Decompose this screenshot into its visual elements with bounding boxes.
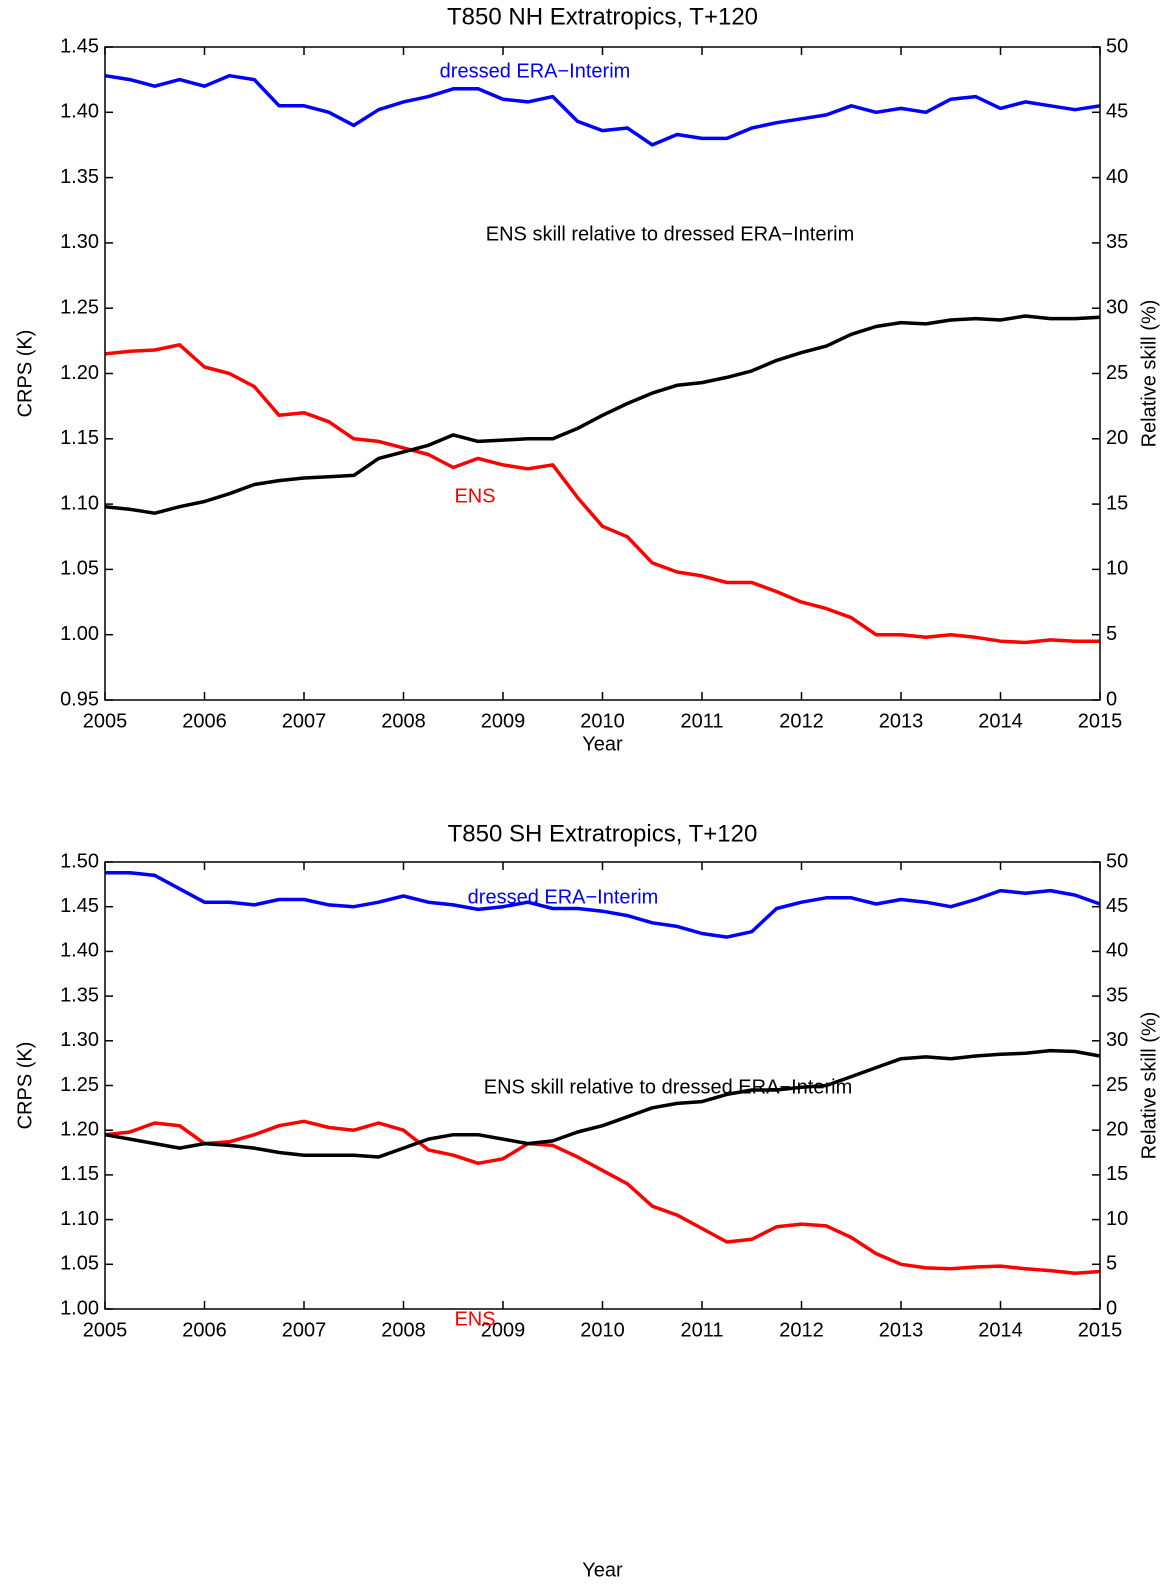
y2-axis-label: Relative skill (%)	[1138, 1012, 1160, 1160]
y2-tick-label: 5	[1106, 1253, 1117, 1275]
x-tick-label: 2011	[680, 710, 723, 732]
x-tick-label: 2010	[580, 710, 625, 732]
y2-tick-label: 10	[1106, 1208, 1128, 1230]
y-tick-label: 1.40	[60, 940, 99, 962]
y-tick-label: 1.30	[60, 231, 99, 253]
y2-tick-label: 35	[1106, 984, 1128, 1006]
x-tick-label: 2009	[481, 1319, 526, 1341]
series-line	[104, 1119, 1101, 1275]
series-label: ENS skill relative to dressed ERA−Interi…	[484, 1076, 852, 1098]
y2-tick-label: 0	[1106, 1297, 1117, 1319]
y2-tick-label: 35	[1106, 231, 1128, 253]
plot-frame	[104, 861, 1101, 1310]
x-tick-label: 2008	[381, 710, 426, 732]
y-tick-label: 1.20	[60, 362, 99, 384]
x-tick-label: 2006	[182, 710, 227, 732]
y-tick-label: 1.25	[60, 296, 99, 318]
plot-frame	[104, 46, 1101, 701]
x-tick-label: 2013	[879, 1319, 924, 1341]
series-line	[104, 343, 1100, 645]
x-tick-label: 2006	[182, 1319, 227, 1341]
y-tick-label: 1.15	[60, 1163, 99, 1185]
chart-title: T850 SH Extratropics, T+120	[448, 820, 758, 847]
x-tick-label: 2014	[978, 710, 1023, 732]
y-tick-label: 1.15	[60, 427, 99, 449]
series-label: ENS	[454, 1308, 495, 1330]
x-axis-label: Year	[582, 1559, 623, 1581]
x-tick-label: 2007	[282, 710, 327, 732]
y2-tick-label: 30	[1106, 296, 1128, 318]
x-tick-label: 2015	[1078, 710, 1123, 732]
y-tick-label: 1.45	[60, 895, 99, 917]
y-tick-label: 1.05	[60, 1253, 99, 1275]
y-tick-label: 1.10	[60, 492, 99, 514]
y2-tick-label: 20	[1106, 1118, 1128, 1140]
series-label: dressed ERA−Interim	[468, 886, 659, 908]
y-tick-label: 1.30	[60, 1029, 99, 1051]
chart-title: T850 NH Extratropics, T+120	[447, 3, 758, 30]
y2-tick-label: 0	[1106, 688, 1117, 710]
y-tick-label: 1.10	[60, 1208, 99, 1230]
y2-tick-label: 15	[1106, 1163, 1128, 1185]
x-tick-label: 2012	[779, 710, 824, 732]
y2-tick-label: 30	[1106, 1029, 1128, 1051]
x-tick-label: 2013	[879, 710, 924, 732]
y2-tick-label: 50	[1106, 850, 1128, 872]
series-label: ENS skill relative to dressed ERA−Interi…	[486, 223, 854, 245]
y2-tick-label: 15	[1106, 492, 1128, 514]
y2-tick-label: 25	[1106, 362, 1128, 384]
x-tick-label: 2012	[779, 1319, 824, 1341]
x-tick-label: 2014	[978, 1319, 1023, 1341]
series-line	[104, 73, 1101, 147]
y2-tick-label: 5	[1106, 623, 1117, 645]
y-tick-label: 1.05	[60, 558, 99, 580]
y-tick-label: 0.95	[60, 688, 99, 710]
y2-tick-label: 40	[1106, 166, 1128, 188]
y2-tick-label: 40	[1106, 940, 1128, 962]
y2-tick-label: 10	[1106, 558, 1128, 580]
x-tick-label: 2010	[580, 1319, 625, 1341]
y2-tick-label: 20	[1106, 427, 1128, 449]
x-axis-label: Year	[582, 733, 623, 755]
series-label: dressed ERA−Interim	[440, 60, 631, 82]
x-tick-label: 2005	[83, 710, 128, 732]
series-line	[104, 314, 1101, 515]
y2-tick-label: 45	[1106, 101, 1128, 123]
y2-axis-label: Relative skill (%)	[1138, 300, 1160, 448]
x-tick-label: 2015	[1078, 1319, 1123, 1341]
y-tick-label: 1.00	[60, 623, 99, 645]
x-tick-label: 2007	[282, 1319, 327, 1341]
series-line	[105, 870, 1101, 939]
y-tick-label: 1.25	[60, 1074, 99, 1096]
series-line	[104, 1048, 1101, 1159]
y-axis-label: CRPS (K)	[14, 1042, 36, 1130]
y-tick-label: 1.50	[60, 850, 99, 872]
y-tick-label: 1.00	[60, 1297, 99, 1319]
y2-tick-label: 50	[1106, 35, 1128, 57]
x-tick-label: 2011	[680, 1319, 723, 1341]
x-tick-label: 2009	[481, 710, 526, 732]
series-label: ENS	[454, 485, 495, 507]
x-tick-label: 2005	[83, 1319, 128, 1341]
y-axis-label: CRPS (K)	[14, 330, 36, 418]
y-tick-label: 1.35	[60, 166, 99, 188]
y2-tick-label: 25	[1106, 1074, 1128, 1096]
x-tick-label: 2008	[381, 1319, 426, 1341]
y-tick-label: 1.35	[60, 984, 99, 1006]
y-tick-label: 1.40	[60, 101, 99, 123]
y-tick-label: 1.20	[60, 1118, 99, 1140]
y-tick-label: 1.45	[60, 35, 99, 57]
y2-tick-label: 45	[1106, 895, 1128, 917]
